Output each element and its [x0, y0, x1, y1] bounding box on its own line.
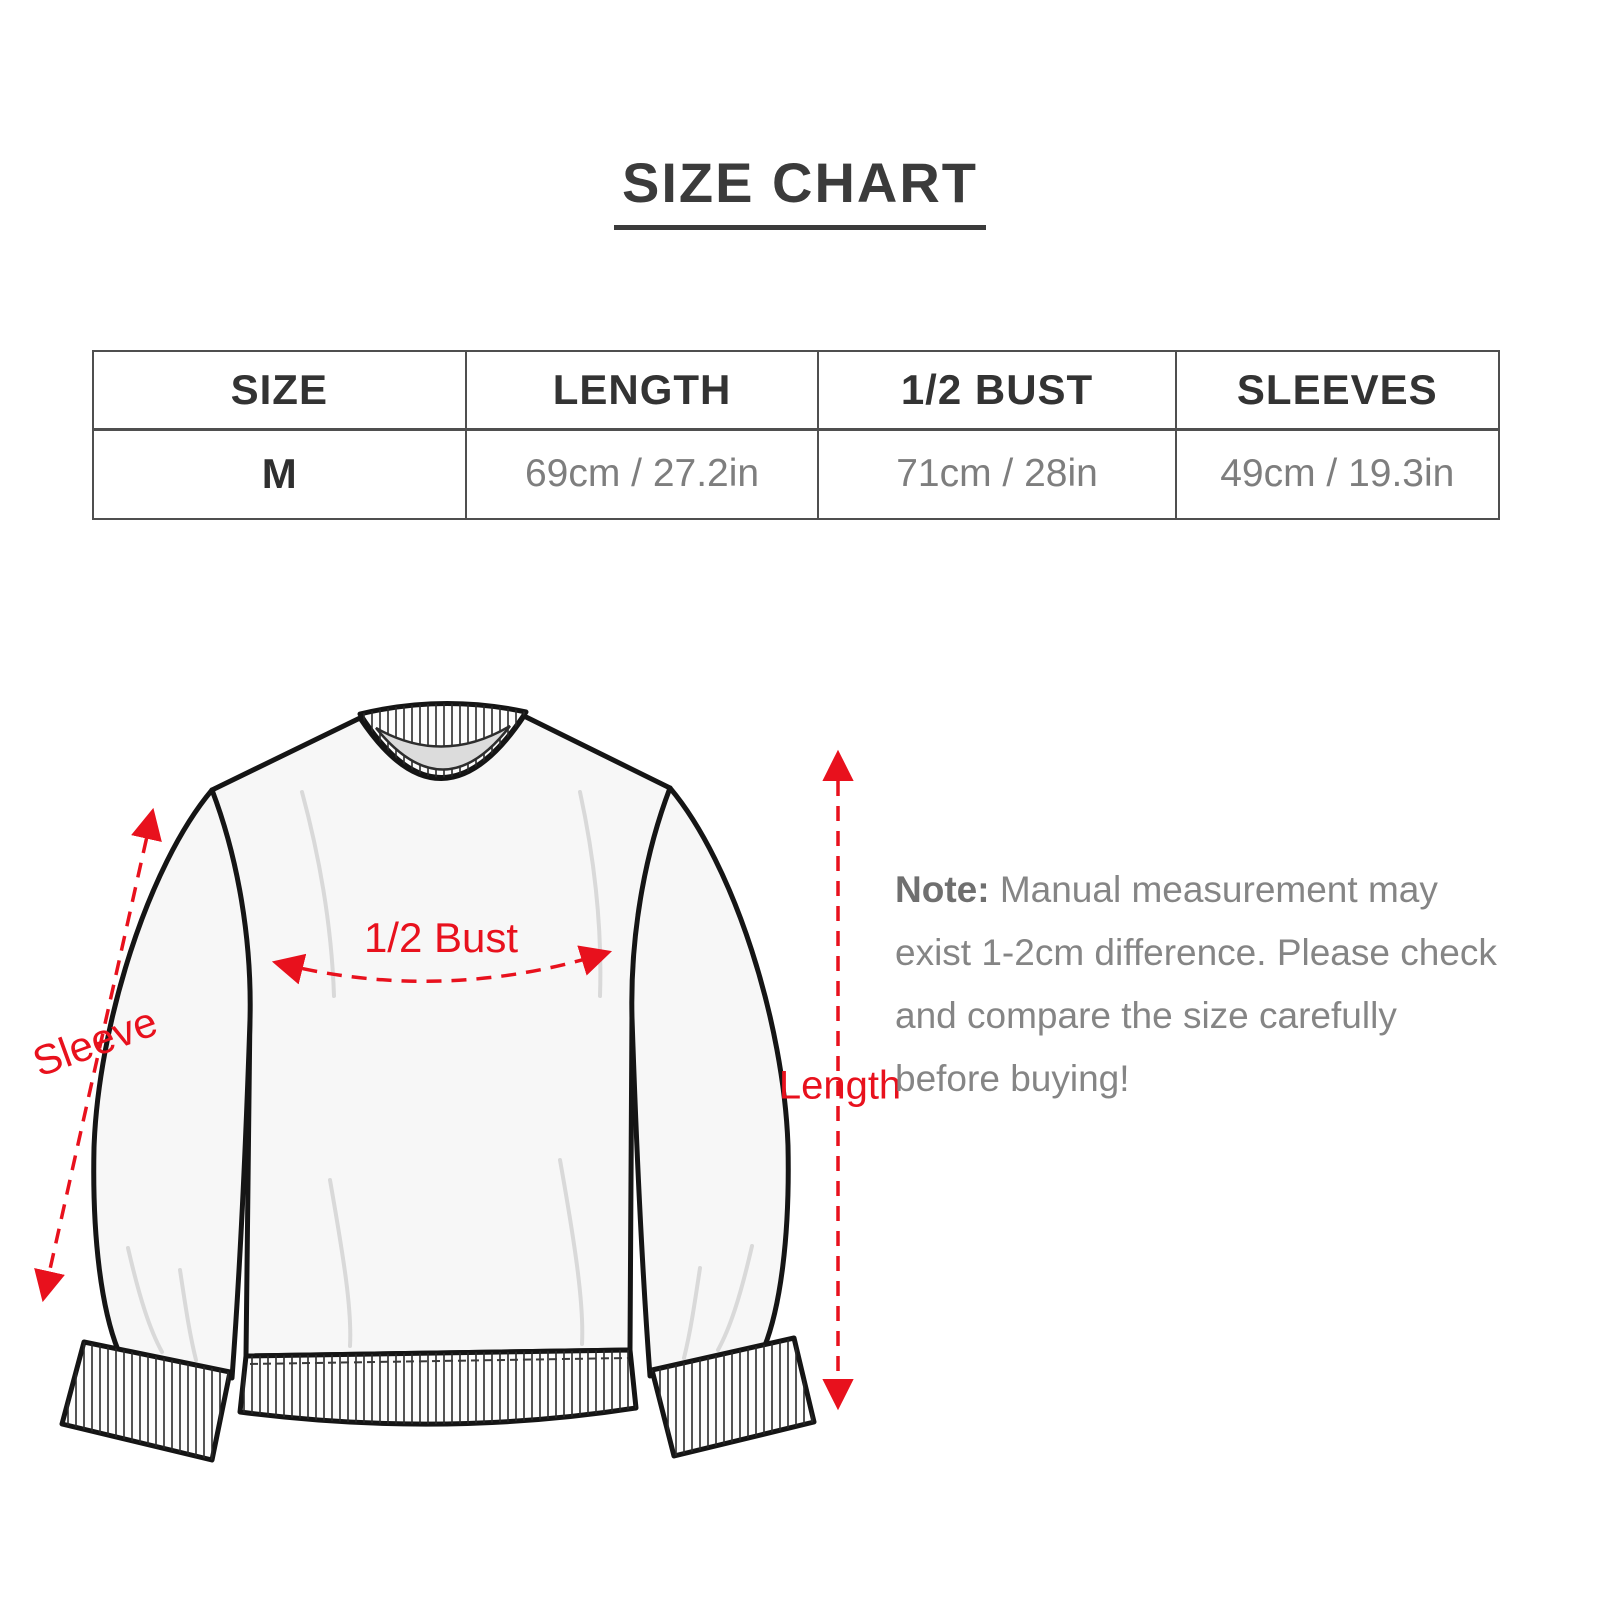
- cell-size: M: [92, 428, 467, 520]
- measurement-note: Note: Manual measurement may exist 1-2cm…: [895, 858, 1507, 1110]
- page-title: SIZE CHART: [614, 150, 986, 230]
- table-header-row: SIZE LENGTH 1/2 BUST SLEEVES: [92, 350, 1501, 431]
- title-wrap: SIZE CHART: [0, 150, 1600, 230]
- table-row: M 69cm / 27.2in 71cm / 28in 49cm / 19.3i…: [92, 428, 1501, 520]
- cell-length: 69cm / 27.2in: [464, 428, 820, 520]
- shade-left-cuff-2: [178, 1268, 198, 1362]
- header-sleeves: SLEEVES: [1174, 350, 1501, 431]
- hem-stitch-line: [249, 1357, 629, 1365]
- note-label: Note:: [895, 869, 990, 910]
- note-text: Manual measurement may exist 1-2cm diffe…: [895, 869, 1497, 1099]
- right-cuff-ribbing: [652, 1338, 814, 1456]
- header-bust: 1/2 BUST: [817, 350, 1177, 431]
- size-table: SIZE LENGTH 1/2 BUST SLEEVES M 69cm / 27…: [92, 350, 1501, 520]
- garment-right-sleeve: [629, 785, 791, 1379]
- header-size: SIZE: [92, 350, 467, 431]
- collar-ribbing: [360, 703, 526, 778]
- collar-opening: [375, 724, 511, 771]
- shade-right-cuff-1: [716, 1244, 754, 1352]
- cell-sleeves: 49cm / 19.3in: [1174, 428, 1501, 520]
- length-measure-label: Length: [778, 1063, 902, 1108]
- hem-ribbing: [240, 1350, 636, 1425]
- garment-left-sleeve: [91, 787, 253, 1381]
- header-length: LENGTH: [464, 350, 820, 431]
- sleeve-measure-arrow: [34, 807, 162, 1303]
- left-cuff-ribbing: [62, 1342, 230, 1460]
- shade-right-hem: [558, 1158, 585, 1346]
- shade-left-hem: [328, 1178, 353, 1348]
- cell-bust: 71cm / 28in: [817, 428, 1177, 520]
- garment-body: [209, 713, 673, 1359]
- shade-right-cuff-2: [682, 1266, 702, 1360]
- bust-measure-arrow: [271, 945, 613, 985]
- bust-measure-label: 1/2 Bust: [363, 914, 519, 961]
